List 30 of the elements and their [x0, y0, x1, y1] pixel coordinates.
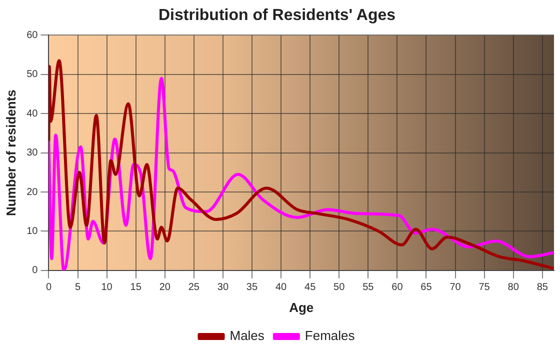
y-tick-label: 10	[26, 226, 38, 237]
x-tick-label: 5	[74, 282, 81, 294]
x-tick-label: 35	[246, 282, 258, 294]
x-axis-title: Age	[289, 300, 314, 315]
x-tick-label: 30	[217, 282, 229, 294]
legend-label: Males	[230, 328, 265, 344]
x-tick-label: 65	[420, 282, 432, 294]
x-tick-label: 45	[304, 282, 316, 294]
y-tick-label: 0	[32, 265, 38, 276]
x-tick-label: 25	[188, 282, 200, 294]
y-tick-label: 30	[26, 148, 38, 159]
x-tick-label: 75	[478, 282, 490, 294]
y-axis-title: Number of residents	[3, 90, 18, 216]
y-tick-label: 50	[26, 69, 38, 80]
x-tick-label: 55	[362, 282, 374, 294]
x-tick-label: 10	[101, 282, 113, 294]
y-tick-label: 20	[26, 186, 38, 198]
x-tick-label: 85	[536, 282, 548, 294]
y-tick-label: 60	[26, 30, 38, 41]
legend-label: Females	[304, 328, 356, 344]
y-tick-label: 40	[26, 108, 38, 120]
x-tick-label: 50	[334, 282, 346, 294]
x-tick-label: 15	[130, 282, 142, 294]
x-tick-label: 70	[450, 282, 462, 294]
chart-title: Distribution of Residents' Ages	[158, 7, 396, 24]
x-tick-label: 60	[392, 282, 404, 294]
x-tick-label: 40	[275, 282, 288, 294]
x-tick-label: 80	[508, 282, 520, 294]
x-tick-label: 20	[159, 282, 171, 294]
x-tick-label: 0	[46, 282, 52, 294]
